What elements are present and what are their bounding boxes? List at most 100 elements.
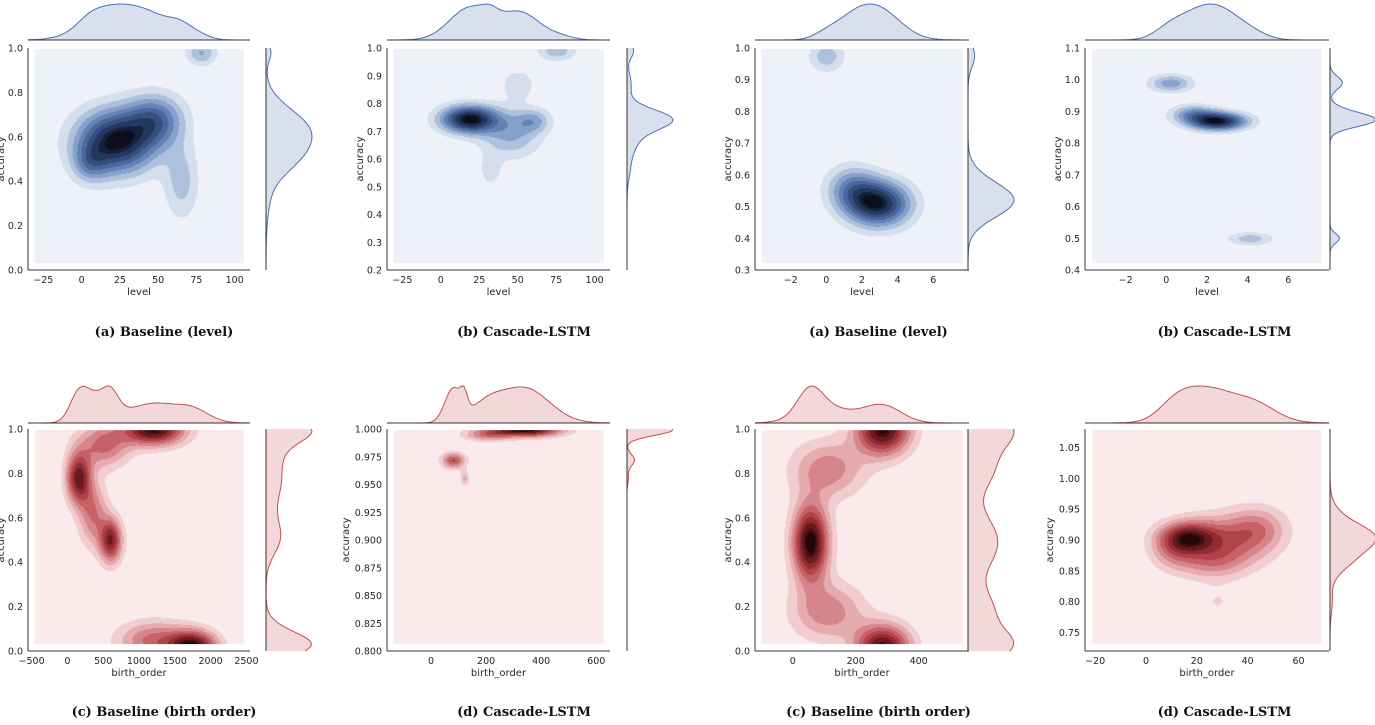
x-tick-label: 6 — [1285, 275, 1291, 286]
x-tick-label: 1500 — [163, 656, 187, 667]
density-contours-p1 — [34, 49, 244, 264]
x-tick-label: 100 — [586, 275, 604, 286]
density-contours-p4 — [1092, 49, 1322, 264]
x-tick-label: 50 — [512, 275, 524, 286]
y-tick-label: 0.825 — [355, 619, 382, 630]
x-tick-label: 100 — [226, 275, 244, 286]
x-tick-label: 75 — [190, 275, 202, 286]
y-tick-label: 0.875 — [355, 563, 382, 574]
x-tick-label: 20 — [1191, 656, 1203, 667]
y-tick-label: 0.4 — [1065, 266, 1080, 277]
panel-caption: (d) Cascade-LSTM — [457, 705, 591, 720]
x-tick-label: 6 — [930, 275, 936, 286]
x-axis-label: birth_order — [471, 668, 527, 679]
y-marginal-fill-p5 — [266, 429, 312, 651]
y-tick-label: 0.3 — [735, 266, 750, 277]
x-marginal-curve-p5 — [28, 385, 251, 424]
y-tick-label: 1.1 — [1065, 44, 1080, 55]
y-tick-label: 0.80 — [1059, 597, 1080, 608]
panel-caption: (b) Cascade-LSTM — [1158, 325, 1292, 340]
y-axis-label: accuracy — [341, 517, 352, 562]
panel-caption: (a) Baseline (level) — [809, 325, 948, 340]
x-tick-label: 200 — [847, 656, 865, 667]
density-contours-p5 — [34, 430, 244, 645]
x-tick-label: 0 — [790, 656, 796, 667]
panel-p8: −20 0 20 40 60 0.75 0.80 0.85 0.90 0.95 1.00 1.05 bi… — [1045, 385, 1375, 720]
y-tick-label: 1.0 — [735, 425, 750, 436]
panel-p5: −500 0 500 1000 1500 2000 2500 0.0 0.2 0.4 0.6 0.8 1… — [0, 385, 313, 720]
y-tick-label: 1.0 — [1065, 75, 1080, 86]
x-axis-label: birth_order — [111, 668, 167, 679]
x-tick-label: 400 — [532, 656, 550, 667]
x-marginal-fill-p8 — [1085, 386, 1329, 423]
y-tick-label: 0.6 — [735, 513, 750, 524]
y-tick-label: 0.8 — [735, 107, 750, 118]
density-contours-p3 — [761, 49, 963, 264]
y-marginal-curve-p7 — [982, 428, 1015, 652]
x-tick-label: −2 — [784, 275, 798, 286]
x-tick-label: 500 — [94, 656, 112, 667]
y-tick-label: 0.6 — [8, 132, 23, 143]
panel-p4: −2 0 2 4 6 0.4 0.5 0.6 0.7 0.8 0.9 1.0 1.1 level accur… — [1053, 3, 1375, 340]
y-tick-label: 1.0 — [8, 425, 23, 436]
y-tick-label: 0.6 — [1065, 202, 1080, 213]
x-axis-label: birth_order — [1179, 668, 1235, 679]
y-tick-label: 1.0 — [8, 44, 23, 55]
x-tick-label: 25 — [114, 275, 126, 286]
panel-caption: (d) Cascade-LSTM — [1158, 705, 1292, 720]
x-tick-label: 75 — [550, 275, 562, 286]
y-tick-label: 0.7 — [367, 127, 382, 138]
y-tick-label: 0.8 — [1065, 139, 1080, 150]
x-tick-label: 25 — [473, 275, 485, 286]
y-axis-label: accuracy — [0, 517, 7, 562]
y-tick-label: 0.0 — [8, 266, 23, 277]
y-tick-label: 0.5 — [735, 202, 750, 213]
x-tick-label: 0 — [1143, 656, 1149, 667]
y-tick-label: 0.6 — [8, 513, 23, 524]
x-tick-label: 2500 — [234, 656, 258, 667]
y-marginal-curve-p1 — [265, 47, 313, 270]
x-tick-label: 4 — [895, 275, 901, 286]
y-tick-label: 0.8 — [367, 99, 382, 110]
x-tick-label: 2 — [1204, 275, 1210, 286]
y-tick-label: 0.85 — [1059, 566, 1080, 577]
y-tick-label: 0.950 — [355, 480, 382, 491]
y-tick-label: 0.2 — [8, 221, 23, 232]
x-tick-label: 2000 — [199, 656, 223, 667]
density-contours-p8 — [1092, 430, 1322, 645]
x-tick-label: 0 — [823, 275, 829, 286]
panel-p2: −25 0 25 50 75 100 0.2 0.3 0.4 0.5 0.6 0.7 0.8 0.9 1.0… — [355, 3, 674, 340]
y-tick-label: 0.4 — [735, 558, 750, 569]
y-axis-label: accuracy — [723, 136, 734, 181]
x-tick-label: 0 — [64, 656, 70, 667]
y-tick-label: 0.6 — [735, 170, 750, 181]
panel-p3: −2 0 2 4 6 0.3 0.4 0.5 0.6 0.7 0.8 0.9 1.0 level accur… — [723, 3, 1015, 340]
panel-caption: (b) Cascade-LSTM — [457, 325, 591, 340]
x-tick-label: −25 — [392, 275, 412, 286]
x-tick-label: −20 — [1085, 656, 1105, 667]
x-tick-label: 0 — [438, 275, 444, 286]
y-tick-label: 0.925 — [355, 508, 382, 519]
x-tick-label: −2 — [1119, 275, 1133, 286]
y-tick-label: 0.800 — [355, 647, 382, 658]
y-tick-label: 1.0 — [367, 44, 382, 55]
y-marginal-fill-p4 — [1330, 48, 1375, 270]
x-tick-label: −500 — [19, 656, 45, 667]
y-axis-label: accuracy — [1045, 517, 1056, 562]
y-axis-label: accuracy — [723, 517, 734, 562]
y-marginal-fill-p3 — [968, 48, 1014, 270]
y-tick-label: 0.0 — [8, 647, 23, 658]
panel-p6: 0 200 400 600 0.800 0.825 0.850 0.875 0.900 0.925… — [341, 385, 674, 720]
x-tick-label: 200 — [477, 656, 495, 667]
y-tick-label: 1.00 — [1059, 474, 1080, 485]
x-axis-label: level — [1195, 287, 1219, 298]
y-tick-label: 0.2 — [8, 602, 23, 613]
x-tick-label: 40 — [1242, 656, 1254, 667]
y-marginal-curve-p6 — [626, 428, 674, 651]
y-marginal-fill-p2 — [627, 48, 673, 270]
y-tick-label: 0.850 — [355, 591, 382, 602]
y-axis-label: accuracy — [355, 136, 366, 181]
x-tick-label: −25 — [33, 275, 53, 286]
panel-caption: (c) Baseline (birth order) — [72, 705, 257, 720]
